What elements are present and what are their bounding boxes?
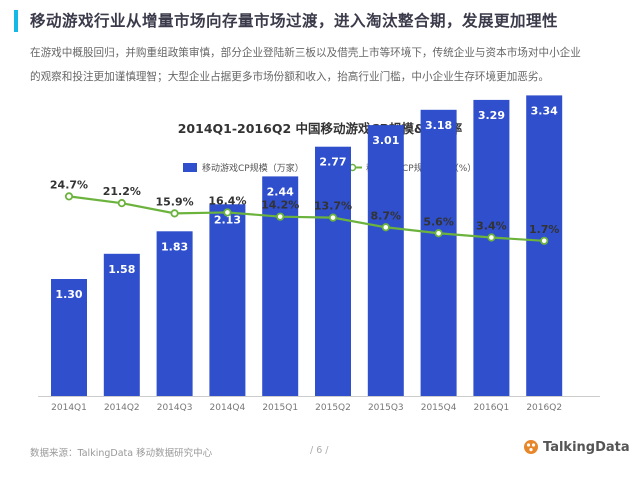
growth-rate-point (276, 212, 285, 221)
bar-2015Q3 (367, 125, 404, 396)
growth-rate-point (381, 223, 390, 232)
bar-value-label: 2.13 (214, 213, 241, 226)
talkingdata-logo: TalkingData (523, 439, 630, 455)
x-tick-label: 2014Q2 (104, 403, 140, 413)
x-tick-label: 2015Q3 (368, 403, 404, 413)
growth-rate-line (68, 195, 545, 242)
growth-rate-label: 21.2% (103, 185, 141, 198)
bar-2014Q1 (51, 279, 87, 396)
bar-2015Q4 (420, 109, 457, 397)
bar-value-label: 2.44 (267, 185, 294, 198)
bar-value-label: 3.29 (478, 109, 505, 122)
x-tick-label: 2015Q1 (262, 403, 298, 413)
growth-rate-label: 8.7% (371, 209, 402, 222)
intro-paragraph: 在游戏中概股回归，并购重组政策审慎，部分企业登陆新三板以及借壳上市等环境下，传统… (30, 47, 581, 83)
x-tick-label: 2014Q4 (210, 403, 246, 413)
legend-bar-swatch (183, 163, 197, 172)
growth-rate-point (64, 192, 74, 201)
x-tick-label: 2016Q1 (474, 403, 510, 413)
growth-rate-label: 16.4% (208, 194, 246, 207)
legend-bar-label: 移动游戏CP规模（万家） (202, 162, 304, 174)
growth-rate-point (117, 199, 126, 208)
growth-rate-label: 1.7% (529, 223, 560, 236)
growth-rate-point (170, 209, 179, 218)
growth-rate-label: 5.6% (423, 215, 454, 228)
bar-value-label: 3.34 (531, 104, 558, 117)
data-source-note: 数据来源：TalkingData 移动数据研究中心 (30, 448, 213, 459)
bar-2016Q1 (473, 99, 510, 397)
bar-2015Q2 (315, 146, 351, 396)
growth-rate-point (328, 213, 338, 222)
bar-2016Q2 (526, 95, 563, 397)
growth-rate-label: 13.7% (314, 200, 352, 213)
bar-2014Q4 (209, 204, 246, 396)
growth-rate-point (487, 233, 496, 242)
x-tick-label: 2015Q4 (421, 403, 457, 413)
bar-value-label: 3.18 (425, 119, 452, 132)
bar-value-label: 1.83 (161, 240, 188, 253)
growth-rate-point (223, 208, 232, 217)
growth-rate-label: 3.4% (476, 220, 507, 233)
bar-2014Q2 (103, 253, 140, 396)
growth-rate-point (434, 229, 443, 238)
growth-rate-point (540, 236, 549, 245)
page-number: / 6 / (310, 445, 329, 456)
bar-value-label: 1.30 (55, 288, 82, 301)
bar-value-label: 2.77 (319, 156, 346, 169)
x-tick-label: 2014Q1 (51, 403, 87, 413)
bar-value-label: 1.58 (108, 263, 135, 276)
x-tick-label: 2014Q3 (157, 403, 193, 413)
logo-text: TalkingData (543, 439, 630, 455)
page-title: 移动游戏行业从增量市场向存量市场过渡，进入淘汰整合期，发展更加理性 (30, 12, 559, 30)
growth-rate-label: 14.2% (261, 199, 299, 212)
talkingdata-logo-icon (524, 440, 538, 454)
growth-rate-label: 24.7% (50, 178, 88, 191)
title-accent-bar (14, 10, 18, 32)
x-tick-label: 2015Q2 (315, 403, 351, 413)
bar-value-label: 3.01 (372, 134, 399, 147)
x-tick-label: 2016Q2 (526, 403, 562, 413)
growth-rate-label: 15.9% (156, 195, 194, 208)
bar-2014Q3 (156, 231, 193, 396)
